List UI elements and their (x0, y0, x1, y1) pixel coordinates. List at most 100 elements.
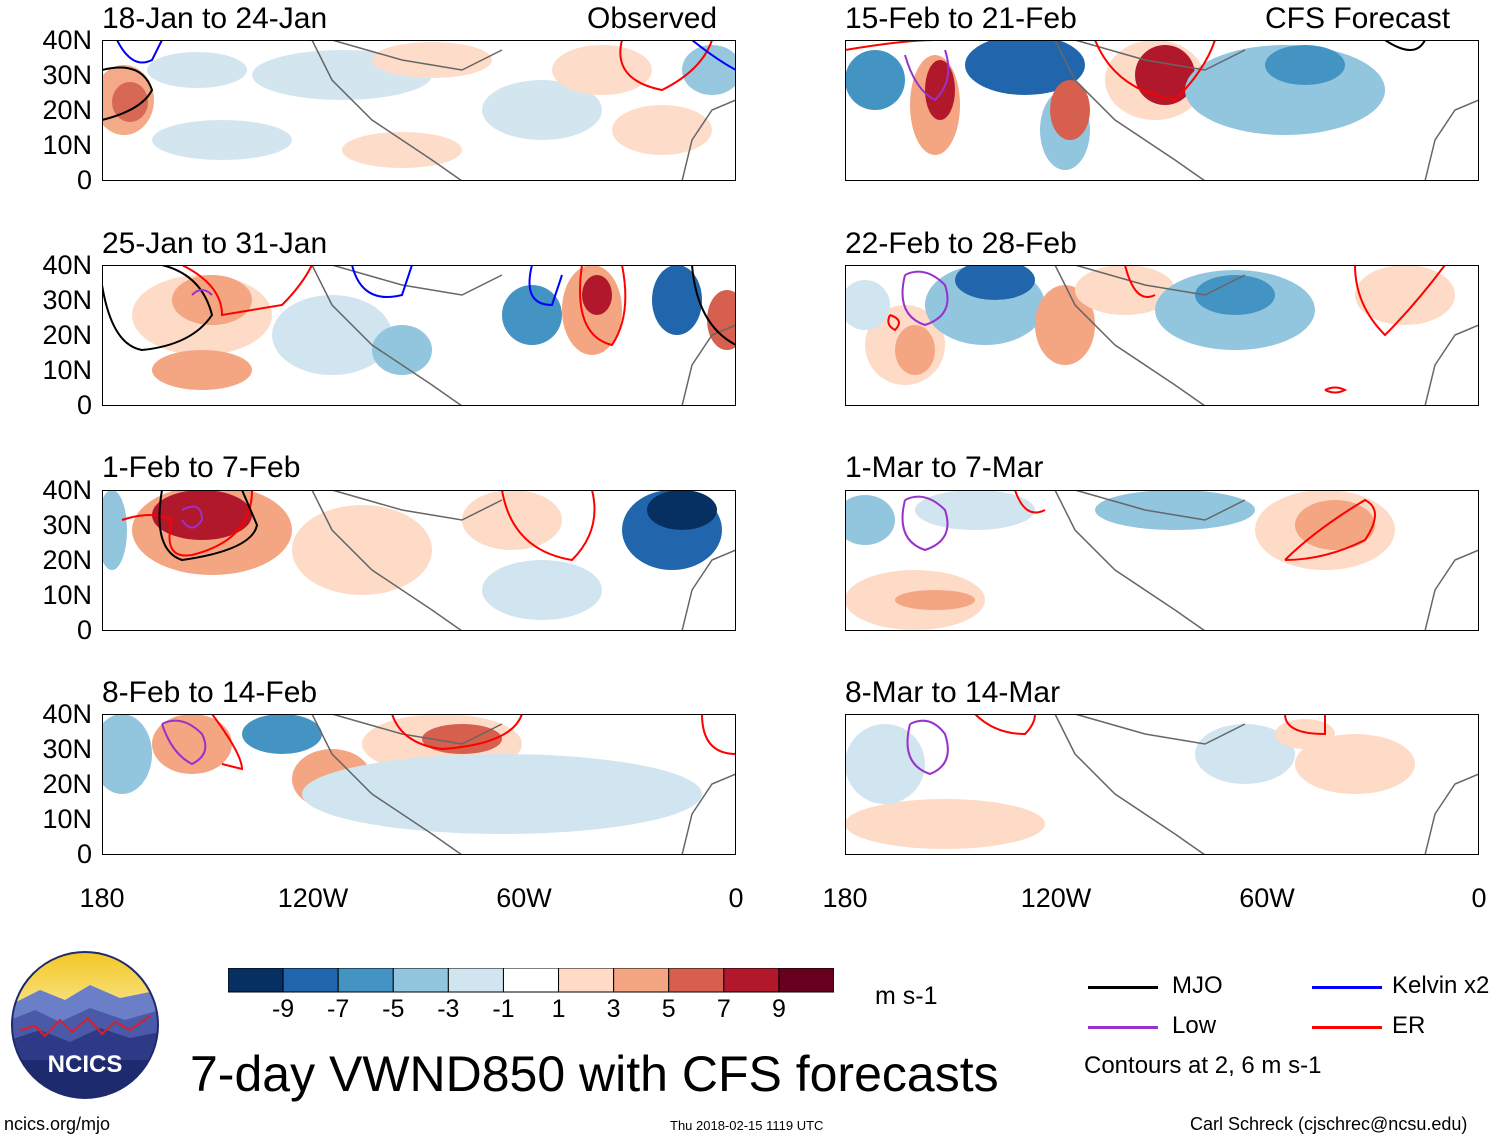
colorbar-swatch (778, 968, 834, 993)
map-panel-p8 (845, 714, 1479, 855)
lon-label-left-0: 0 (728, 883, 744, 913)
coastline (311, 265, 736, 406)
wind-anomaly-shading (102, 42, 736, 168)
panel-tag-observed: Observed (587, 2, 718, 35)
footer-timestamp: Thu 2018-02-15 1119 UTC (670, 1118, 824, 1133)
colorbar-units: m s-1 (875, 982, 938, 1010)
wind-anomaly-shading (845, 490, 1395, 630)
wind-anomaly-shading (102, 714, 702, 834)
coastline (311, 714, 736, 855)
lat-label-0-panel2: 0 (76, 390, 92, 420)
map-panel-p2 (102, 265, 736, 406)
coastline (1054, 490, 1479, 631)
colorbar-tick-label: -9 (271, 995, 295, 1023)
panel-date-p7: 1-Mar to 7-Mar (845, 451, 1044, 484)
colorbar-tick-label: -7 (327, 995, 350, 1023)
lat-label-40n-panel3: 40N (42, 475, 92, 505)
colorbar-tick-label: 5 (661, 995, 676, 1023)
lat-label-30n-panel3: 30N (42, 510, 92, 540)
coastline (311, 490, 736, 631)
map-panel-p7 (845, 490, 1479, 631)
lon-label-left-180: 180 (79, 883, 125, 913)
coastline (311, 40, 736, 181)
coastline (1054, 714, 1479, 855)
panel-tag-cfs: CFS Forecast (1265, 2, 1451, 35)
panel-date-p8: 8-Mar to 14-Mar (845, 676, 1061, 709)
contours (121, 490, 596, 562)
contours (887, 265, 1446, 394)
legend-line-low (1088, 1026, 1158, 1029)
footer-url[interactable]: ncics.org/mjo (4, 1114, 111, 1134)
lat-label-20n-panel3: 20N (42, 545, 92, 575)
footer-credit: Carl Schreck (cjschrec@ncsu.edu) (1190, 1114, 1468, 1134)
lat-label-10n-panel4: 10N (42, 804, 92, 834)
lat-label-20n-panel2: 20N (42, 320, 92, 350)
legend-line-er (1312, 1026, 1382, 1029)
contours (901, 490, 1376, 561)
colorbar-swatch (337, 968, 394, 993)
lon-label-left-60w: 60W (496, 883, 552, 913)
legend-contour-note: Contours at 2, 6 m s-1 (1084, 1052, 1322, 1079)
lat-label-40n-panel2: 40N (42, 250, 92, 280)
colorbar-tick-label: 1 (551, 995, 566, 1023)
contours (102, 40, 736, 121)
colorbar-tick-label: 3 (606, 995, 621, 1023)
coastline (1054, 265, 1479, 406)
colorbar-tick-label: 7 (716, 995, 731, 1023)
colorbar-swatch (558, 968, 615, 993)
colorbar (228, 968, 834, 993)
legend-label-kelvin: Kelvin x2 (1392, 972, 1490, 999)
legend-line-kelvin (1312, 986, 1382, 989)
lat-label-20n-panel1: 20N (42, 95, 92, 125)
map-panel-p5 (845, 40, 1479, 181)
ncics-logo: NCICS (11, 951, 159, 1099)
colorbar-tick-label: -1 (492, 995, 515, 1023)
contours (161, 714, 736, 771)
panel-date-p6: 22-Feb to 28-Feb (845, 227, 1077, 260)
lat-label-0-panel3: 0 (76, 615, 92, 645)
lat-label-10n-panel3: 10N (42, 580, 92, 610)
lon-label-right-0: 0 (1471, 883, 1487, 913)
legend-label-mjo: MJO (1172, 972, 1223, 999)
panel-date-p4: 8-Feb to 14-Feb (102, 676, 318, 709)
legend-label-er: ER (1392, 1012, 1426, 1039)
panel-date-p2: 25-Jan to 31-Jan (102, 227, 328, 260)
colorbar-swatch (613, 968, 670, 993)
lon-label-right-180: 180 (822, 883, 868, 913)
lat-label-40n-panel1: 40N (42, 25, 92, 55)
lon-label-right-60w: 60W (1239, 883, 1295, 913)
lat-label-30n-panel4: 30N (42, 734, 92, 764)
colorbar-tick-label: -3 (437, 995, 460, 1023)
map-panel-p4 (102, 714, 736, 855)
wind-anomaly-shading (845, 265, 1455, 385)
legend-label-low: Low (1172, 1012, 1217, 1039)
lat-label-40n-panel4: 40N (42, 699, 92, 729)
colorbar-tick-label: 9 (771, 995, 786, 1023)
colorbar-swatch (392, 968, 449, 993)
colorbar-swatch (723, 968, 780, 993)
colorbar-swatch (447, 968, 504, 993)
colorbar-swatch (668, 968, 725, 993)
wind-anomaly-shading (845, 719, 1415, 849)
wind-anomaly-shading (132, 265, 736, 390)
contours (906, 714, 1326, 776)
panel-date-p1: 18-Jan to 24-Jan (102, 2, 328, 35)
colorbar-swatch (502, 968, 560, 993)
contours (102, 265, 736, 352)
lon-label-right-120w: 120W (1020, 883, 1092, 913)
panel-date-p5: 15-Feb to 21-Feb (845, 2, 1077, 35)
lat-label-0-panel4: 0 (76, 839, 92, 869)
coastline (1054, 40, 1479, 181)
lat-label-30n-panel1: 30N (42, 60, 92, 90)
panel-date-p3: 1-Feb to 7-Feb (102, 451, 301, 484)
map-panel-p6 (845, 265, 1479, 406)
colorbar-swatch (228, 968, 284, 993)
logo-text: NCICS (48, 1051, 123, 1078)
map-panel-p3 (102, 490, 736, 631)
lat-label-20n-panel4: 20N (42, 769, 92, 799)
lon-label-left-120w: 120W (277, 883, 349, 913)
legend-line-mjo (1088, 986, 1158, 989)
lat-label-10n-panel2: 10N (42, 355, 92, 385)
lat-label-30n-panel2: 30N (42, 285, 92, 315)
lat-label-10n-panel1: 10N (42, 130, 92, 160)
